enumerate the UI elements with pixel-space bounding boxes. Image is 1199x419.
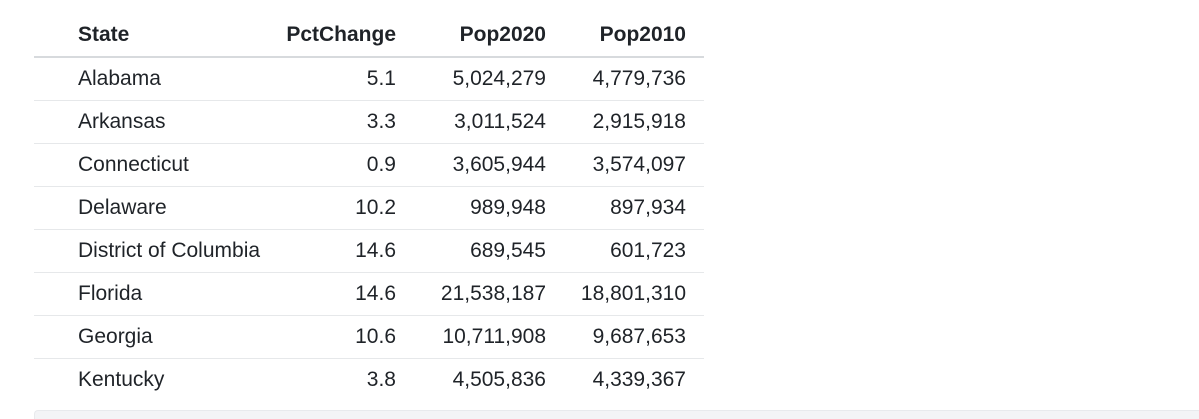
cell-pctchange: 5.1 <box>274 57 414 101</box>
header-state: State <box>34 14 274 58</box>
cell-pop2010: 4,779,736 <box>564 57 704 101</box>
cell-pop2020: 5,024,279 <box>414 57 564 101</box>
cell-pop2010: 3,574,097 <box>564 143 704 187</box>
cell-pop2010: 18,801,310 <box>564 272 704 316</box>
cell-pop2020: 689,545 <box>414 229 564 273</box>
table-row: Kentucky 3.8 4,505,836 4,339,367 <box>34 359 704 402</box>
cell-state: Kentucky <box>78 368 165 391</box>
cell-pctchange: 14.6 <box>274 272 414 316</box>
header-pop2010: Pop2010 <box>564 14 704 58</box>
cell-pctchange: 14.6 <box>274 229 414 273</box>
table-row: District of Columbia 14.6 689,545 601,72… <box>34 229 704 273</box>
cell-state: Georgia <box>34 315 274 359</box>
table-row: Florida 14.6 21,538,187 18,801,310 <box>34 272 704 316</box>
cell-pop2010: 9,687,653 <box>564 315 704 359</box>
cell-pctchange: 10.6 <box>274 315 414 359</box>
cell-pctchange: 10.2 <box>274 186 414 230</box>
cell-pop2020: 3,011,524 <box>414 100 564 144</box>
next-panel-edge <box>34 410 1199 419</box>
table-header-row: State PctChange Pop2020 Pop2010 <box>34 14 704 58</box>
cell-state: Alabama <box>34 57 274 101</box>
cell-state: Arkansas <box>34 100 274 144</box>
cell-pctchange: 3.8 <box>366 368 396 391</box>
table-row: Arkansas 3.3 3,011,524 2,915,918 <box>34 100 704 144</box>
header-pop2020: Pop2020 <box>414 14 564 58</box>
table-row: Delaware 10.2 989,948 897,934 <box>34 186 704 230</box>
cell-pop2020: 989,948 <box>414 186 564 230</box>
cell-pop2010: 601,723 <box>564 229 704 273</box>
cell-pop2020: 10,711,908 <box>414 315 564 359</box>
cell-pop2020: 21,538,187 <box>414 272 564 316</box>
table-row: Alabama 5.1 5,024,279 4,779,736 <box>34 57 704 101</box>
table-row: Connecticut 0.9 3,605,944 3,574,097 <box>34 143 704 187</box>
cell-pctchange: 3.3 <box>274 100 414 144</box>
cell-pop2020: 3,605,944 <box>414 143 564 187</box>
cell-pop2010: 2,915,918 <box>564 100 704 144</box>
cell-pop2020: 4,505,836 <box>452 368 546 391</box>
population-table: State PctChange Pop2020 Pop2010 Alabama … <box>34 14 704 401</box>
table-row: Georgia 10.6 10,711,908 9,687,653 <box>34 315 704 359</box>
cell-pctchange: 0.9 <box>274 143 414 187</box>
cell-state: Florida <box>34 272 274 316</box>
cell-state: Connecticut <box>34 143 274 187</box>
cell-pop2010: 4,339,367 <box>592 368 686 391</box>
header-pctchange: PctChange <box>274 14 414 58</box>
table-container: State PctChange Pop2020 Pop2010 Alabama … <box>34 14 704 401</box>
cell-state: Delaware <box>34 186 274 230</box>
cell-state: District of Columbia <box>34 229 274 273</box>
cell-pop2010: 897,934 <box>564 186 704 230</box>
